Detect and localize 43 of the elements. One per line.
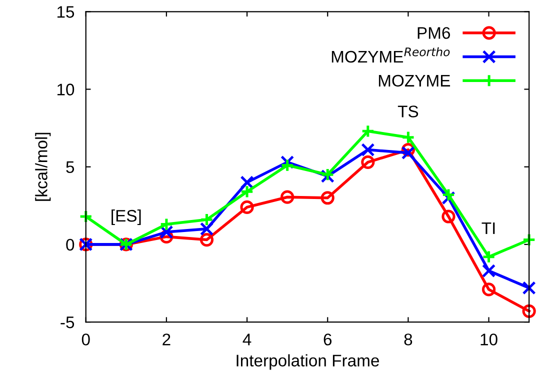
x-axis-title: Interpolation Frame (236, 354, 379, 370)
point (280, 158, 294, 172)
point (280, 190, 294, 204)
point (482, 264, 496, 278)
y-tick-label: 0 (66, 238, 74, 251)
legend-label: MOZYME$^{Reortho}$ (332, 47, 450, 63)
y-axis-title: [kcal/mol] (35, 132, 51, 201)
x-tick-label: 10 (480, 334, 498, 346)
point (401, 146, 416, 160)
y-tick-label: 15 (57, 6, 74, 18)
point (240, 176, 254, 190)
x-tick-label: 2 (162, 334, 170, 346)
y-tick-label: 10 (57, 84, 74, 96)
legend-label: PM6 (418, 27, 450, 39)
point (482, 282, 496, 296)
legend-label: MOZYME (378, 74, 450, 87)
annotation: TS (398, 106, 418, 118)
point (200, 232, 214, 247)
point (522, 281, 536, 295)
point (200, 212, 214, 226)
annotation: TI (482, 222, 495, 234)
x-tick-label: 0 (82, 334, 90, 346)
point (160, 217, 174, 232)
x-tick-label: 8 (404, 334, 412, 346)
point (361, 142, 375, 157)
x-tick-label: 6 (324, 334, 332, 346)
point (522, 304, 536, 318)
point (442, 188, 456, 202)
point (240, 184, 254, 198)
point (320, 191, 334, 205)
point (482, 250, 496, 264)
point (361, 155, 375, 169)
point (200, 222, 214, 236)
y-tick-label: 5 (66, 161, 74, 174)
point (361, 124, 375, 138)
x-tick-label: 4 (242, 334, 252, 346)
point (442, 210, 456, 224)
annotation: [ES] (112, 209, 141, 225)
point (401, 130, 416, 144)
y-tick-label: -5 (60, 316, 74, 328)
point (240, 200, 254, 214)
point (79, 210, 93, 224)
point (522, 232, 536, 247)
